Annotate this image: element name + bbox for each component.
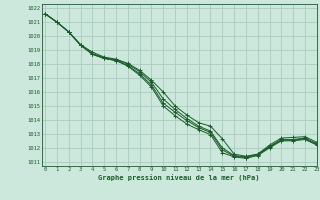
X-axis label: Graphe pression niveau de la mer (hPa): Graphe pression niveau de la mer (hPa) xyxy=(99,174,260,181)
